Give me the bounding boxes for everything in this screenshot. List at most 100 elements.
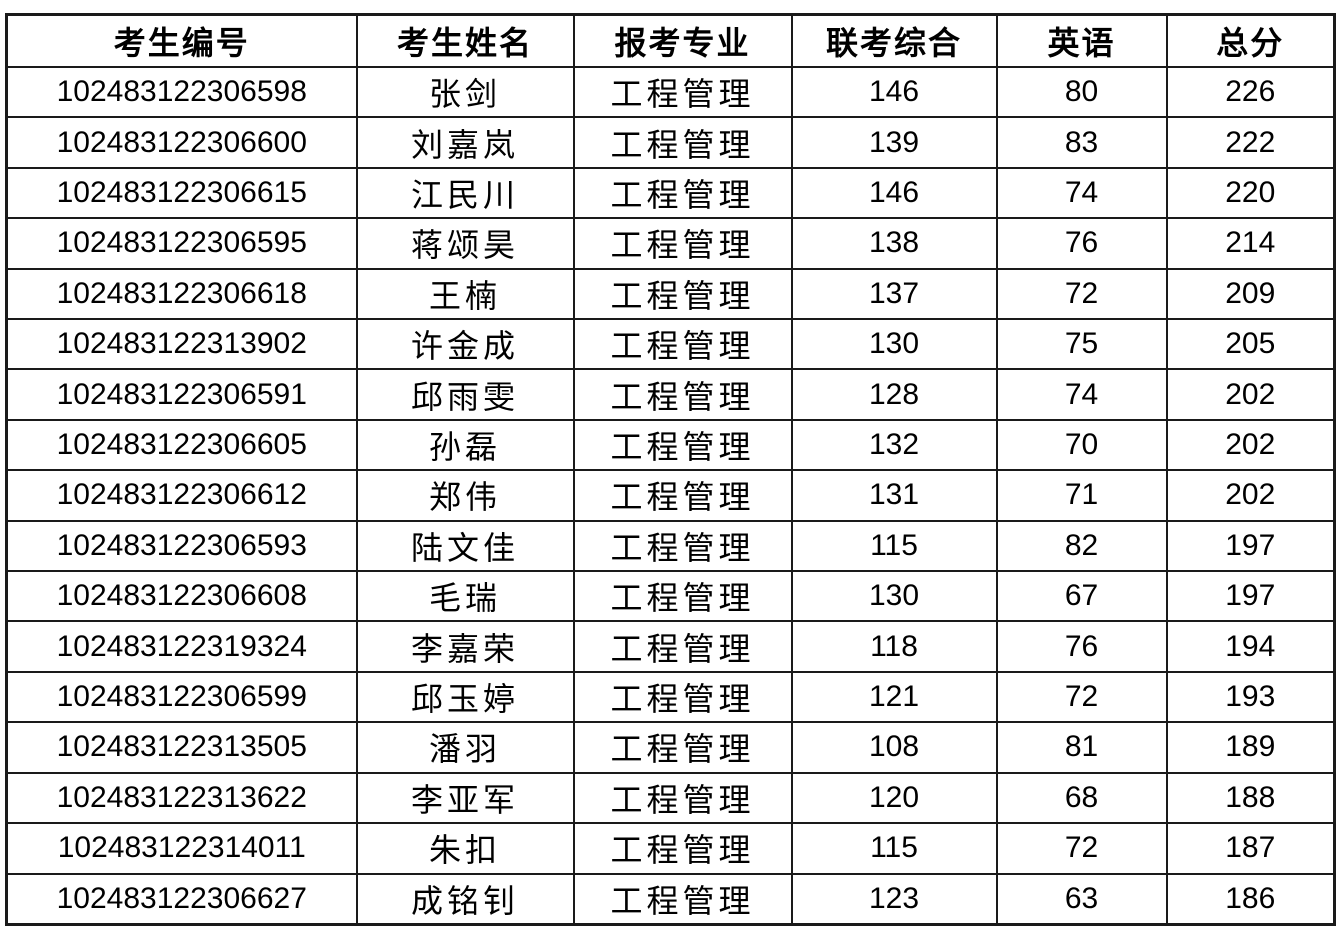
cell-total-score: 202 <box>1165 368 1336 421</box>
cell-candidate-name: 毛瑞 <box>355 570 575 623</box>
cell-candidate-id: 102483122313902 <box>5 318 358 371</box>
cell-joint-exam-score: 115 <box>790 519 998 573</box>
cell-joint-exam-score: 130 <box>790 570 998 623</box>
cell-candidate-id: 102483122313505 <box>5 721 358 774</box>
cell-joint-exam-score: 130 <box>790 318 998 371</box>
cell-english-score: 75 <box>995 318 1168 371</box>
cell-joint-exam-score: 146 <box>790 166 998 220</box>
table-row: 102483122306593 陆文佳 工程管理 115 82 197 <box>5 519 1336 573</box>
cell-major: 工程管理 <box>572 65 793 119</box>
cell-candidate-id: 102483122306593 <box>5 519 358 573</box>
cell-major: 工程管理 <box>572 872 793 926</box>
cell-candidate-name: 朱扣 <box>355 822 575 875</box>
cell-candidate-id: 102483122306599 <box>5 670 358 724</box>
cell-candidate-id: 102483122306591 <box>5 368 358 421</box>
cell-total-score: 194 <box>1165 620 1336 673</box>
cell-joint-exam-score: 138 <box>790 217 998 270</box>
cell-total-score: 222 <box>1165 116 1336 169</box>
header-candidate-name: 考生姓名 <box>355 13 575 68</box>
cell-english-score: 72 <box>995 822 1168 875</box>
table-row: 102483122306605 孙磊 工程管理 132 70 202 <box>5 418 1336 472</box>
table-row: 102483122306615 江民川 工程管理 146 74 220 <box>5 166 1336 220</box>
cell-major: 工程管理 <box>572 670 793 724</box>
cell-candidate-name: 江民川 <box>355 166 575 220</box>
cell-joint-exam-score: 137 <box>790 267 998 321</box>
cell-candidate-id: 102483122314011 <box>5 822 358 875</box>
cell-joint-exam-score: 115 <box>790 822 998 875</box>
header-candidate-id: 考生编号 <box>5 13 358 68</box>
cell-total-score: 189 <box>1165 721 1336 774</box>
cell-candidate-name: 蒋颂昊 <box>355 217 575 270</box>
cell-english-score: 81 <box>995 721 1168 774</box>
cell-major: 工程管理 <box>572 469 793 522</box>
cell-candidate-name: 许金成 <box>355 318 575 371</box>
cell-major: 工程管理 <box>572 620 793 673</box>
table-row: 102483122313902 许金成 工程管理 130 75 205 <box>5 318 1336 371</box>
cell-candidate-id: 102483122306618 <box>5 267 358 321</box>
cell-joint-exam-score: 123 <box>790 872 998 926</box>
table-row: 102483122306595 蒋颂昊 工程管理 138 76 214 <box>5 217 1336 270</box>
cell-candidate-id: 102483122306598 <box>5 65 358 119</box>
cell-candidate-id: 102483122306595 <box>5 217 358 270</box>
table-row: 102483122306600 刘嘉岚 工程管理 139 83 222 <box>5 116 1336 169</box>
cell-joint-exam-score: 139 <box>790 116 998 169</box>
cell-total-score: 187 <box>1165 822 1336 875</box>
cell-major: 工程管理 <box>572 318 793 371</box>
header-english: 英语 <box>995 13 1168 68</box>
score-table: 考生编号 考生姓名 报考专业 联考综合 英语 总分 10248312230659… <box>5 13 1336 926</box>
cell-candidate-name: 孙磊 <box>355 418 575 472</box>
cell-english-score: 71 <box>995 469 1168 522</box>
cell-joint-exam-score: 118 <box>790 620 998 673</box>
table-row: 102483122306612 郑伟 工程管理 131 71 202 <box>5 469 1336 522</box>
cell-english-score: 74 <box>995 368 1168 421</box>
cell-candidate-name: 张剑 <box>355 65 575 119</box>
cell-candidate-name: 王楠 <box>355 267 575 321</box>
cell-total-score: 220 <box>1165 166 1336 220</box>
cell-total-score: 197 <box>1165 519 1336 573</box>
table-row: 102483122306591 邱雨雯 工程管理 128 74 202 <box>5 368 1336 421</box>
cell-english-score: 67 <box>995 570 1168 623</box>
cell-candidate-name: 陆文佳 <box>355 519 575 573</box>
cell-major: 工程管理 <box>572 217 793 270</box>
cell-total-score: 209 <box>1165 267 1336 321</box>
cell-english-score: 72 <box>995 670 1168 724</box>
cell-total-score: 202 <box>1165 469 1336 522</box>
cell-major: 工程管理 <box>572 771 793 825</box>
table-row: 102483122313622 李亚军 工程管理 120 68 188 <box>5 771 1336 825</box>
cell-candidate-name: 成铭钊 <box>355 872 575 926</box>
table-row: 102483122306627 成铭钊 工程管理 123 63 186 <box>5 872 1336 926</box>
cell-joint-exam-score: 146 <box>790 65 998 119</box>
cell-candidate-name: 潘羽 <box>355 721 575 774</box>
cell-major: 工程管理 <box>572 519 793 573</box>
cell-english-score: 63 <box>995 872 1168 926</box>
cell-joint-exam-score: 131 <box>790 469 998 522</box>
cell-total-score: 193 <box>1165 670 1336 724</box>
table-row: 102483122306599 邱玉婷 工程管理 121 72 193 <box>5 670 1336 724</box>
header-major: 报考专业 <box>572 13 793 68</box>
table-row: 102483122313505 潘羽 工程管理 108 81 189 <box>5 721 1336 774</box>
cell-english-score: 74 <box>995 166 1168 220</box>
cell-major: 工程管理 <box>572 418 793 472</box>
cell-total-score: 197 <box>1165 570 1336 623</box>
cell-candidate-name: 李亚军 <box>355 771 575 825</box>
cell-candidate-name: 邱玉婷 <box>355 670 575 724</box>
cell-candidate-id: 102483122306605 <box>5 418 358 472</box>
cell-english-score: 82 <box>995 519 1168 573</box>
cell-joint-exam-score: 108 <box>790 721 998 774</box>
cell-candidate-name: 刘嘉岚 <box>355 116 575 169</box>
cell-candidate-id: 102483122306615 <box>5 166 358 220</box>
cell-english-score: 68 <box>995 771 1168 825</box>
cell-english-score: 83 <box>995 116 1168 169</box>
cell-total-score: 226 <box>1165 65 1336 119</box>
cell-major: 工程管理 <box>572 822 793 875</box>
cell-candidate-id: 102483122319324 <box>5 620 358 673</box>
cell-candidate-name: 郑伟 <box>355 469 575 522</box>
cell-english-score: 70 <box>995 418 1168 472</box>
table-row: 102483122306608 毛瑞 工程管理 130 67 197 <box>5 570 1336 623</box>
cell-joint-exam-score: 121 <box>790 670 998 724</box>
cell-total-score: 214 <box>1165 217 1336 270</box>
cell-joint-exam-score: 132 <box>790 418 998 472</box>
cell-major: 工程管理 <box>572 116 793 169</box>
header-total: 总分 <box>1165 13 1336 68</box>
